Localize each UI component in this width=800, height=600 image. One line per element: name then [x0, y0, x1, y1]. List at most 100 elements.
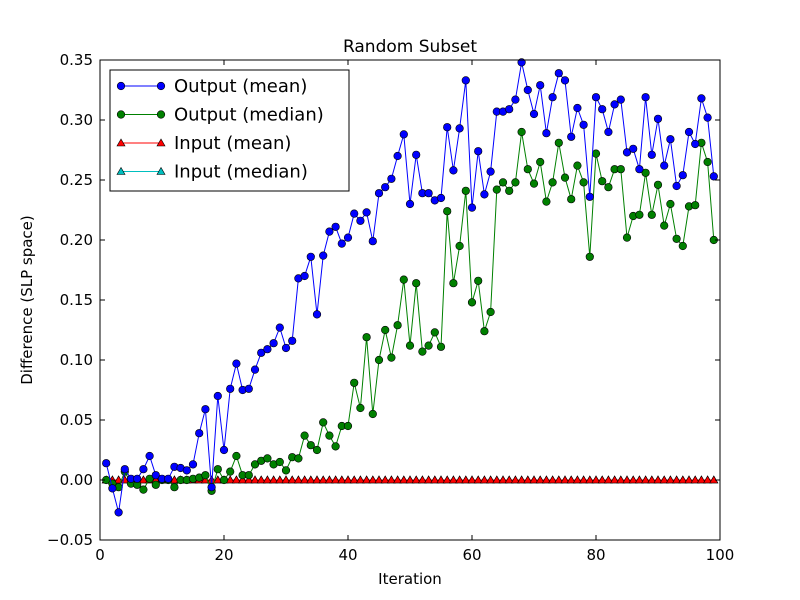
- data-point: [368, 409, 377, 419]
- y-tick-label: 0.00: [60, 471, 93, 489]
- y-tick-label: 0.15: [60, 291, 93, 309]
- data-point: [505, 186, 514, 195]
- data-point: [356, 216, 365, 225]
- data-point: [256, 475, 266, 484]
- data-point: [492, 185, 501, 194]
- data-point: [616, 95, 625, 104]
- data-point: [591, 475, 601, 484]
- data-point: [356, 403, 365, 413]
- data-point: [436, 475, 446, 484]
- data-point: [647, 210, 656, 219]
- data-point: [598, 177, 607, 186]
- data-point: [387, 353, 396, 362]
- data-point: [257, 348, 266, 357]
- data-point: [169, 475, 179, 484]
- data-point: [399, 130, 408, 139]
- data-point: [412, 150, 421, 159]
- data-point: [219, 445, 229, 455]
- data-point: [703, 157, 712, 167]
- data-point: [263, 454, 272, 463]
- data-point: [585, 252, 594, 261]
- data-point: [455, 475, 465, 484]
- data-point: [635, 210, 644, 219]
- data-point: [275, 457, 284, 467]
- legend-label: Input (mean): [174, 133, 291, 154]
- data-point: [529, 475, 539, 484]
- data-point: [449, 166, 458, 175]
- data-point: [474, 276, 483, 285]
- data-point: [387, 174, 396, 183]
- data-point: [517, 58, 526, 67]
- data-point: [467, 203, 477, 212]
- axis-ticks: 0 20 40 60 80 100 −0.05 0.00 0.05 0.10 0.15 0.20 0.2…: [47, 51, 734, 564]
- data-point: [362, 333, 371, 342]
- data-point: [622, 148, 632, 157]
- data-point: [467, 475, 477, 484]
- data-point: [443, 123, 452, 132]
- data-point: [579, 120, 588, 129]
- data-point: [139, 465, 148, 474]
- data-point: [610, 475, 620, 484]
- data-point: [306, 441, 315, 450]
- data-point: [424, 475, 434, 484]
- data-point: [145, 451, 154, 461]
- legend-label: Input (median): [174, 162, 308, 183]
- legend: Output (mean) Output (median) Input (mean)…: [109, 69, 350, 192]
- data-point: [374, 355, 384, 365]
- plot-area: [101, 58, 719, 517]
- x-axis-label: Iteration: [378, 570, 442, 588]
- data-point: [405, 199, 415, 209]
- data-point: [455, 124, 464, 133]
- data-point: [350, 209, 359, 218]
- legend-marker: [116, 138, 126, 147]
- data-point: [225, 475, 235, 484]
- data-point: [598, 105, 607, 114]
- data-point: [573, 103, 582, 113]
- data-point: [536, 157, 545, 167]
- data-point: [666, 135, 675, 144]
- y-tick-label: 0.20: [60, 231, 93, 249]
- data-point: [697, 94, 706, 103]
- data-point: [585, 475, 595, 484]
- data-point: [232, 359, 241, 368]
- data-point: [653, 180, 663, 189]
- data-point: [659, 475, 669, 484]
- data-point: [424, 341, 433, 350]
- data-point: [529, 109, 539, 119]
- x-tick-label: 100: [706, 546, 735, 564]
- series-0: [102, 58, 718, 517]
- data-point: [647, 150, 656, 159]
- data-point: [449, 279, 458, 288]
- data-point: [641, 475, 651, 484]
- legend-marker: [116, 110, 126, 119]
- data-point: [250, 475, 260, 484]
- data-point: [238, 475, 248, 484]
- data-point: [374, 475, 384, 484]
- data-point: [337, 475, 347, 484]
- data-point: [281, 343, 291, 353]
- data-point: [455, 241, 464, 251]
- y-axis-label: Difference (SLP space): [18, 215, 36, 385]
- data-point: [362, 475, 372, 484]
- data-point: [411, 475, 421, 484]
- data-point: [300, 475, 310, 484]
- series-2: [101, 475, 719, 484]
- data-point: [629, 144, 638, 153]
- data-point: [504, 475, 514, 484]
- data-point: [306, 252, 315, 261]
- data-point: [386, 475, 396, 484]
- data-point: [133, 474, 142, 483]
- data-point: [108, 484, 117, 493]
- y-tick-label: 0.35: [60, 51, 93, 69]
- data-point: [461, 475, 471, 484]
- data-point: [355, 475, 365, 484]
- data-point: [523, 85, 532, 95]
- data-point: [399, 475, 409, 484]
- data-point: [591, 93, 601, 102]
- data-point: [448, 475, 458, 484]
- data-point: [548, 178, 557, 187]
- data-point: [381, 183, 390, 192]
- data-point: [691, 139, 700, 149]
- data-point: [535, 475, 545, 484]
- data-point: [542, 197, 551, 206]
